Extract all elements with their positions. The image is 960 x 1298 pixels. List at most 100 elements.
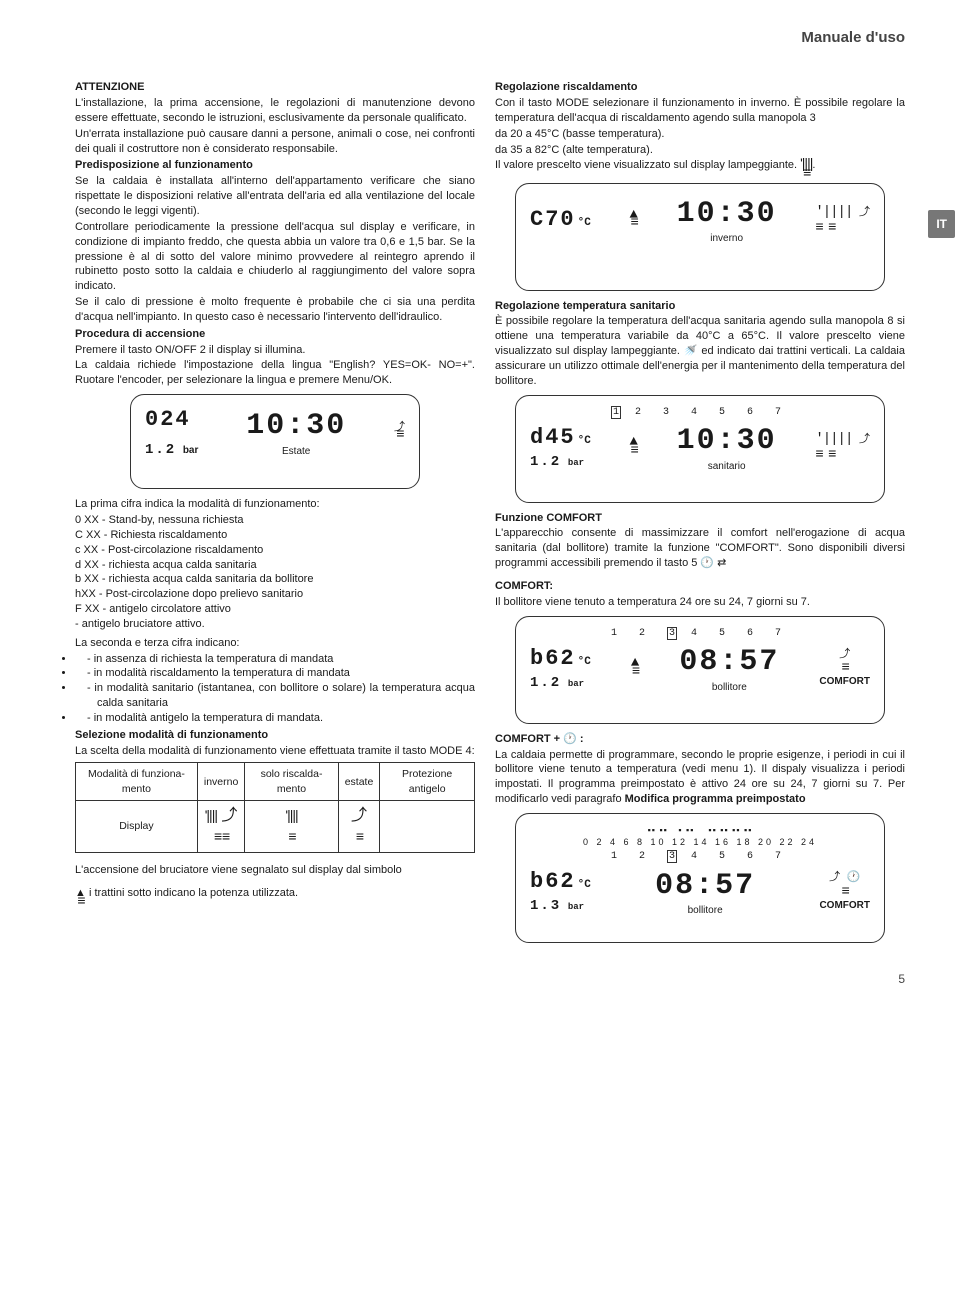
body-text: Controllare periodicamente la pressione … [75,220,475,294]
body-text: La seconda e terza cifra indicano: [75,636,475,651]
bar-label: bar [183,445,199,456]
table-cell: Protezione antigelo [380,763,475,800]
hour-timeline: ▪▪ ▪▪ ▪ ▪▪ ▪▪ ▪▪ ▪▪ ▪▪ 0 2 4 6 8 10 12 1… [530,824,870,848]
bold-text: Modifica programma preimpostato [625,793,806,805]
radiator-icon: '||||≡ [800,160,812,176]
list-item: in modalità antigelo la temperatura di m… [75,711,475,726]
list-item: C XX - Richiesta riscaldamento [75,528,475,543]
tap-comfort-icon: ⤴≡ COMFORT [819,648,870,689]
list-item: - antigelo bruciatore attivo. [75,617,475,632]
time-value: 10:30 [677,194,777,235]
sel-heading: Selezione modalità di funzionamento [75,728,475,743]
comfortplus-heading: COMFORT + 🕐 : [495,732,905,747]
bar-label: bar [568,679,584,689]
mode-table: Modalità di funziona-mento inverno solo … [75,762,475,853]
day-numbers: 1 2 3 4 5 6 7 [530,406,870,420]
body-text: È possibile regolare la temperatura dell… [495,314,905,388]
body-text: ▲≡ i trattini sotto indicano la potenza … [75,886,475,904]
time-value: 10:30 [246,406,346,447]
flame-icon: ▲≡ [631,660,639,676]
heating-icon: '||||≡ [245,800,338,852]
comfort-heading: Funzione COMFORT [495,511,905,526]
flame-icon: ▲≡ [75,890,86,904]
code-value: C70 [530,207,576,232]
day-numbers: 1 2 3 4 5 6 7 [530,627,870,641]
display-timeline: ▪▪ ▪▪ ▪ ▪▪ ▪▪ ▪▪ ▪▪ ▪▪ 0 2 4 6 8 10 12 1… [515,813,885,943]
display-bollitore: 1 2 3 4 5 6 7 b62°C 1.2 bar ▲≡ 08:57 bol… [515,616,885,724]
page-number: 5 [75,971,905,987]
flame-icon: ▲≡ [630,212,638,228]
body-text: La scelta della modalità di funzionament… [75,744,475,759]
winter-icon: '|||| ⤴≡ ≡ [197,800,244,852]
radiator-tap-icon: '|||| ⤴≡ ≡ [815,430,870,464]
body-text: L'installazione, la prima accensione, le… [75,96,475,126]
time-value: 08:57 [679,642,779,683]
mode-caption: bollitore [679,681,779,695]
list-item: in modalità sanitario (istantanea, con b… [75,681,475,711]
table-cell: inverno [197,763,244,800]
display-estate: 024 1.2 bar 10:30 Estate ⤴≡ [130,394,420,489]
code-list: 0 XX - Stand-by, nessuna richiesta C XX … [75,513,475,632]
second-list: in assenza di richiesta la temperatura d… [75,652,475,726]
body-text: i trattini sotto indicano la potenza uti… [89,887,298,899]
body-text: da 35 a 82°C (alte temperatura). [495,143,905,158]
body-text: Un'errata installazione può causare dann… [75,127,475,157]
code-value: 024 [145,405,198,435]
list-item: F XX - antigelo circolatore attivo [75,602,475,617]
mode-caption: bollitore [655,904,755,918]
body-text: Premere il tasto ON/OFF 2 il display si … [75,343,475,358]
body-text: La caldaia permette di programmare, seco… [495,748,905,807]
mode-caption: Estate [246,445,346,459]
mode-caption: inverno [677,232,777,246]
list-item: in modalità riscaldamento la temperatura… [75,666,475,681]
attenzione-heading: ATTENZIONE [75,80,475,95]
table-cell: estate [338,763,380,800]
pressure-value: 1.2 [145,442,176,458]
list-item: b XX - richiesta acqua calda sanitaria d… [75,572,475,587]
antifreeze-icon [380,800,475,852]
body-text: Se il calo di pressione è molto frequent… [75,295,475,325]
right-column: IT Regolazione riscaldamento Con il tast… [495,78,905,951]
language-tab: IT [928,210,955,238]
body-text: Con il tasto MODE selezionare il funzion… [495,96,905,126]
tap-icon: ⤴≡ [394,425,405,439]
list-item: c XX - Post-circolazione riscaldamento [75,543,475,558]
table-cell: Modalità di funziona-mento [76,763,198,800]
pred-heading: Predisposizione al funzionamento [75,158,475,173]
code-value: b62 [530,869,576,894]
body-text: L'apparecchio consente di massimizzare i… [495,526,905,571]
table-cell: Display [76,800,198,852]
summer-icon: ⤴≡ [338,800,380,852]
comfort-sub: COMFORT: [495,579,905,594]
reg-heading: Regolazione riscaldamento [495,80,905,95]
san-heading: Regolazione temperatura sanitario [495,299,905,314]
code-value: d45 [530,425,576,450]
pressure-value: 1.2 [530,675,561,691]
body-text: da 20 a 45°C (basse temperatura). [495,127,905,142]
body-text: Il valore prescelto viene visualizzato s… [495,158,905,176]
mode-caption: sanitario [677,460,777,474]
body-text: Se la caldaia è installata all'interno d… [75,174,475,219]
left-column: ATTENZIONE L'installazione, la prima acc… [75,78,475,951]
table-cell: solo riscalda-mento [245,763,338,800]
list-item: in assenza di richiesta la temperatura d… [75,652,475,667]
time-value: 08:57 [655,866,755,907]
radiator-tap-icon: '|||| ⤴≡ ≡ [815,203,870,237]
body-text: La caldaia richiede l'impostazione della… [75,358,475,388]
proc-heading: Procedura di accensione [75,327,475,342]
day-numbers: 1 2 3 4 5 6 7 [530,850,870,864]
time-value: 10:30 [677,421,777,462]
page-title: Manuale d'uso [75,28,905,48]
body-text: Il bollitore viene tenuto a temperatura … [495,595,905,610]
list-item: 0 XX - Stand-by, nessuna richiesta [75,513,475,528]
pressure-value: 1.3 [530,898,561,914]
bar-label: bar [568,902,584,912]
display-sanitario: 1 2 3 4 5 6 7 d45°C 1.2 bar ▲≡ 10:30 san… [515,395,885,503]
body-text: La prima cifra indica la modalità di fun… [75,497,475,512]
flame-icon: ▲≡ [630,439,638,455]
list-item: hXX - Post-circolazione dopo prelievo sa… [75,587,475,602]
body-text: L'accensione del bruciatore viene segnal… [75,863,475,878]
display-inverno: C70°C ▲≡ 10:30 inverno '|||| ⤴≡ ≡ [515,183,885,291]
code-value: b62 [530,646,576,671]
list-item: d XX - richiesta acqua calda sanitaria [75,558,475,573]
